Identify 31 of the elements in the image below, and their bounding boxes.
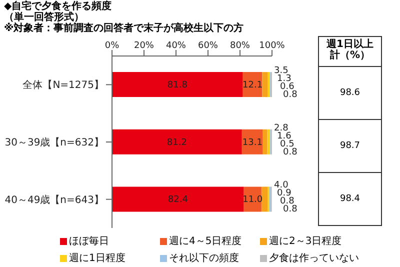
total-table: 週1日以上計（%） 98.6 98.7 98.4 (318, 36, 382, 226)
legend-label: 週に4～5日程度 (169, 234, 242, 248)
y-tick-label: 全体【N=1275】 (22, 79, 104, 92)
data-label: 13.1 (242, 138, 262, 148)
x-tick-label: 20% (134, 41, 154, 51)
x-tick-label: 40% (166, 41, 186, 51)
data-label: 0.8 (283, 147, 298, 158)
data-label: 2.8 (274, 123, 289, 134)
data-label: 12.1 (242, 80, 263, 91)
data-label: 81.2 (166, 138, 187, 148)
data-label: 0.5 (280, 139, 294, 150)
legend-label: 週に2～3日程度 (269, 234, 342, 248)
x-tick-label: 0% (104, 41, 120, 51)
data-label: 0.8 (283, 90, 298, 100)
y-tick-label: 30～39歳【n=632】 (4, 136, 104, 149)
data-label: 11.0 (242, 195, 263, 206)
y-tick-label: 40～49歳【n=643】 (4, 194, 104, 206)
chart-subtitle: （単一回答形式） (4, 12, 84, 23)
x-tick-label: 100% (259, 41, 286, 51)
x-tick-label: 80% (230, 41, 250, 51)
data-label: 81.8 (167, 80, 188, 91)
data-label: 0.8 (283, 204, 298, 215)
text: ※対象者：事前調査の回答者で末子が高校生以下の方 (4, 23, 244, 34)
legend-label: 週に1日程度 (69, 252, 126, 265)
data-label: 82.4 (168, 195, 188, 206)
x-tick-label: 60% (198, 41, 218, 51)
data-label: 1.6 (277, 131, 292, 142)
legend-label: それ以下の頻度 (169, 252, 239, 265)
chart-title: ◆自宅で夕食を作る頻度 (4, 1, 113, 12)
legend-label: ほぼ毎日 (69, 235, 109, 248)
legend-label: 夕食は作っていない (269, 252, 359, 265)
